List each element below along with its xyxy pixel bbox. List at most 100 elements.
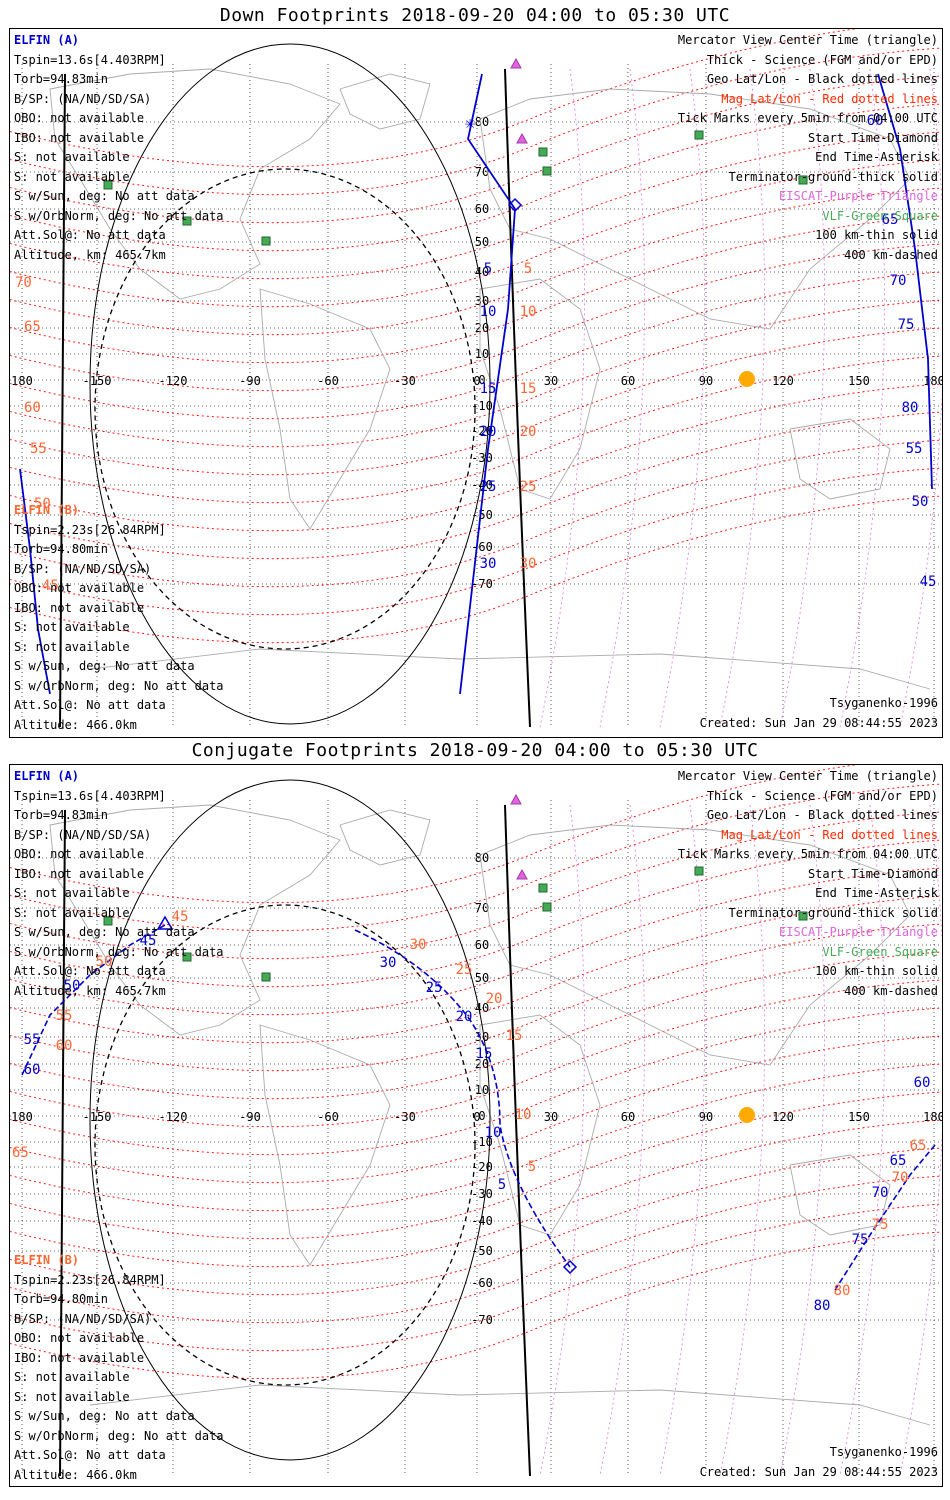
elfin-b-info: ELFIN (B) Tspin=2.23s[26.84RPM] Torb=94.… (14, 503, 224, 732)
continent-outline (789, 418, 891, 500)
elfin-a-track-east (877, 73, 933, 490)
panel-1-title: Down Footprints 2018-09-20 04:00 to 05:3… (219, 5, 731, 26)
lat-tick-label: 0 (478, 373, 485, 387)
mag-lon-curve (539, 804, 585, 1477)
lat-tick-label: -60 (471, 540, 493, 554)
mag-lat-curve (10, 299, 942, 448)
mag-lon-curve (839, 804, 885, 1477)
lon-tick-label: 30 (544, 374, 558, 388)
lon-tick-label: 150 (848, 374, 870, 388)
vlf-square (798, 911, 808, 921)
continent-outline (49, 68, 341, 300)
mag-grid (10, 765, 942, 1477)
lat-tick-label: 60 (475, 202, 489, 216)
mag-lat-curve (10, 1147, 942, 1296)
elfin-a-label: ELFIN (A) (14, 769, 80, 783)
elfin-a-time-tick: 50 (64, 978, 81, 994)
elfin-b-time-tick: 15 (506, 1028, 523, 1044)
elfin-a-time-tick-east: 80 (814, 1298, 831, 1314)
lon-tick-label: 180 (923, 374, 942, 388)
elfin-a-time-tick-east: 80 (902, 400, 919, 416)
elfin-b-time-tick: 60 (56, 1038, 73, 1054)
vlf-square (694, 130, 704, 140)
terminator-line (504, 804, 531, 1477)
lat-tick-label: -40 (471, 1214, 493, 1228)
elfin-b-time-tick: 25 (520, 479, 537, 495)
elfin-b-time-tick: 10 (520, 304, 537, 320)
mag-lat-curve (10, 75, 942, 224)
elfin-a-time-tick: 5 (498, 1177, 506, 1193)
overlay: 3030252520201515101055454550505555606065… (12, 779, 936, 1477)
mag-lat-curve (10, 839, 942, 988)
mag-lat-curve (10, 103, 942, 252)
lat-tick-label: 50 (475, 971, 489, 985)
lat-tick-label: 80 (475, 851, 489, 865)
vlf-square (538, 883, 548, 893)
lat-tick-label: -10 (471, 1135, 493, 1149)
mag-lat-label: 65 (24, 319, 41, 335)
legend: Mercator View Center Time (triangle) Thi… (677, 769, 938, 998)
lon-tick-label: -120 (159, 374, 188, 388)
elfin-a-track-west (19, 468, 51, 695)
footprint-map: 180-150-120-90-60-3003060901201501808070… (10, 765, 942, 1477)
lat-tick-label: -70 (471, 1313, 493, 1327)
mag-lat-label: 55 (30, 441, 47, 457)
lon-tick-label: 180 (11, 1110, 33, 1124)
lat-tick-label: 30 (475, 294, 489, 308)
lat-tick-label: 60 (475, 938, 489, 952)
mag-lon-curve (659, 804, 705, 1477)
terminator-line-west (59, 73, 66, 728)
mag-lat-label: 60 (24, 400, 41, 416)
vlf-square (542, 166, 552, 176)
continent-outline (259, 1024, 391, 1266)
mag-lat-curve (10, 383, 942, 532)
lon-tick-label: -90 (239, 1110, 261, 1124)
mag-lat-curve (10, 355, 942, 504)
elfin-a-time-tick: 20 (456, 1009, 473, 1025)
elfin-a-time-tick: 30 (480, 556, 497, 572)
panel-2-title: Conjugate Footprints 2018-09-20 04:00 to… (191, 740, 759, 761)
elfin-a-time-tick: 60 (24, 1062, 41, 1078)
lat-tick-label: -50 (471, 1244, 493, 1258)
elfin-a-time-tick: 10 (485, 1125, 502, 1141)
terminator-line-west (59, 809, 66, 1477)
mag-lat-curve (10, 1007, 942, 1156)
elfin-b-time-tick: 10 (515, 1107, 532, 1123)
vlf-square (182, 952, 192, 962)
lon-tick-label: 150 (848, 1110, 870, 1124)
vlf-square (261, 236, 271, 246)
lon-tick-label: 90 (699, 1110, 713, 1124)
continent-outline (479, 824, 911, 1066)
mag-lat-curve (10, 951, 942, 1100)
continent-outline (49, 804, 341, 1036)
continent-outline (339, 73, 431, 130)
lon-tick-label: -120 (159, 1110, 188, 1124)
model-info: Tsyganenko-1996 Created: Sun Jan 29 08:4… (699, 1445, 938, 1479)
mag-lat-curve (10, 923, 942, 1072)
elfin-a-time-tick: 55 (24, 1032, 41, 1048)
lon-tick-label: 120 (772, 1110, 794, 1124)
mag-lon-curve (719, 804, 765, 1477)
mag-lat-curve (10, 271, 942, 420)
vlf-square (798, 175, 808, 185)
elfin-a-time-tick: 30 (380, 955, 397, 971)
elfin-a-time-tick-east: 50 (912, 494, 929, 510)
vlf-square (694, 866, 704, 876)
down-footprints-panel: 180-150-120-90-60-3003060901201501808070… (9, 28, 943, 738)
mag-lat-label: 70 (15, 275, 32, 291)
continent-outline (259, 288, 391, 530)
start-diamond (507, 197, 523, 213)
lat-tick-label: 70 (475, 165, 489, 179)
mag-lon-curve (659, 68, 705, 728)
lon-tick-label: 90 (699, 374, 713, 388)
elfin-b-time-tick-east: 70 (892, 1170, 909, 1186)
vlf-square (182, 216, 192, 226)
elfin-a-time-tick-east: 65 (890, 1153, 907, 1169)
legend: Mercator View Center Time (triangle) Thi… (677, 33, 938, 262)
lon-tick-label: 30 (544, 1110, 558, 1124)
continent-outline (339, 809, 431, 866)
lon-tick-label: 0 (473, 374, 480, 388)
mag-lat-curve (10, 765, 858, 904)
visibility-100km (89, 779, 491, 1461)
